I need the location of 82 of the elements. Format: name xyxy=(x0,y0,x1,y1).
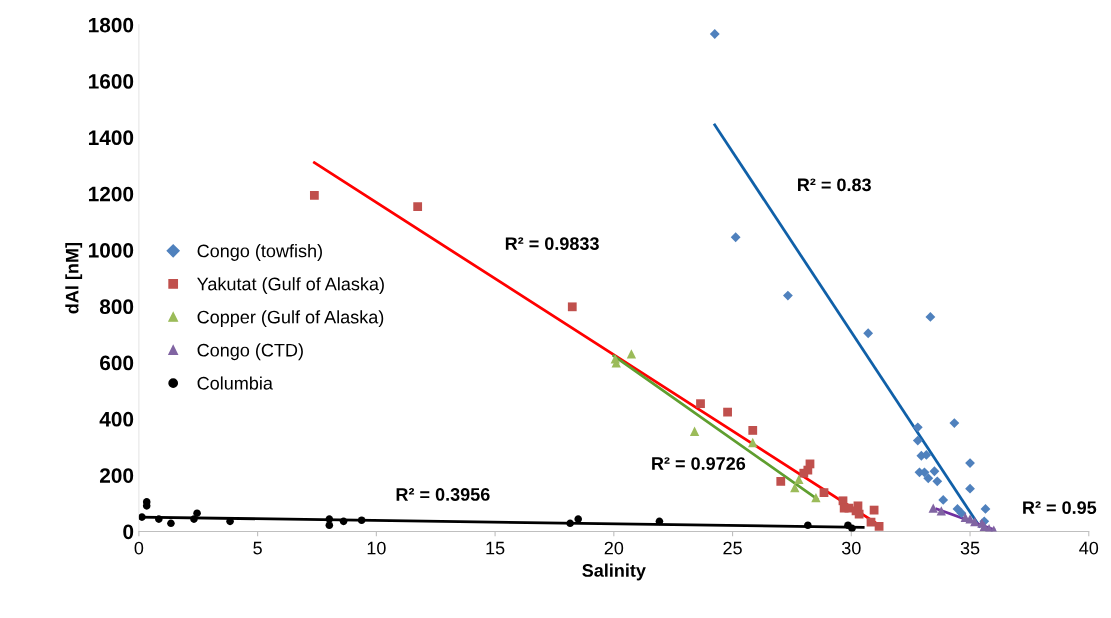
point xyxy=(167,519,175,528)
y-tick-label: 800 xyxy=(99,299,134,315)
point xyxy=(980,504,991,514)
x-tick-label: 40 xyxy=(1079,541,1099,555)
point xyxy=(325,515,334,523)
y-axis-title: dAl [nM] xyxy=(65,243,83,314)
legend-label: Columbia xyxy=(197,376,273,390)
point xyxy=(799,468,809,478)
point xyxy=(413,202,423,211)
point xyxy=(748,426,758,435)
point xyxy=(912,435,923,446)
annotation: R² = 0.95 xyxy=(1023,501,1097,515)
y-tick-label: 1400 xyxy=(88,130,134,146)
x-axis-title: Salinity xyxy=(582,563,646,581)
point xyxy=(339,517,348,526)
point xyxy=(782,290,793,301)
point xyxy=(357,516,366,525)
x-tick-label: 15 xyxy=(486,541,505,555)
x-tick-label: 25 xyxy=(723,541,742,555)
point xyxy=(970,516,980,527)
point xyxy=(655,517,664,526)
point xyxy=(689,426,700,436)
point xyxy=(923,473,934,484)
annotation: R² = 0.9726 xyxy=(652,457,746,470)
point xyxy=(696,399,705,409)
point xyxy=(863,328,874,339)
y-tick-label: 1000 xyxy=(88,242,134,258)
x-tick-label: 30 xyxy=(841,541,861,555)
point xyxy=(965,483,975,494)
y-tick-label: 200 xyxy=(99,468,134,483)
point xyxy=(819,488,829,498)
point xyxy=(804,521,812,530)
x-tick-label: 5 xyxy=(253,541,262,555)
point xyxy=(626,349,637,359)
point xyxy=(574,515,583,523)
x-tick-label: 20 xyxy=(604,541,624,555)
point xyxy=(730,232,741,243)
point xyxy=(193,509,201,517)
y-tick-label: 1600 xyxy=(88,74,134,89)
point xyxy=(794,474,804,485)
point xyxy=(949,418,960,428)
point xyxy=(190,515,198,523)
legend-label: Congo (towfish) xyxy=(197,244,322,261)
point xyxy=(965,458,975,468)
point xyxy=(790,482,800,493)
point xyxy=(325,521,334,530)
y-tick-label: 600 xyxy=(100,355,134,371)
point xyxy=(929,466,940,477)
legend-label: Copper (Gulf of Alaska) xyxy=(197,310,384,328)
point xyxy=(155,515,163,523)
point xyxy=(142,502,151,510)
point xyxy=(925,312,936,322)
point xyxy=(138,513,146,521)
y-tick-label: 1200 xyxy=(88,186,134,202)
point xyxy=(928,503,938,513)
point xyxy=(776,476,786,486)
point xyxy=(938,495,949,505)
y-tick-label: 400 xyxy=(99,411,134,427)
point xyxy=(723,407,732,417)
point xyxy=(811,493,821,503)
point xyxy=(874,522,884,531)
point xyxy=(567,302,577,312)
y-tick-label: 1800 xyxy=(88,17,134,33)
point xyxy=(936,506,946,516)
annotation: R² = 0.3956 xyxy=(396,488,490,501)
annotation: R² = 0.83 xyxy=(798,178,871,192)
annotation: R² = 0.9833 xyxy=(505,237,599,251)
legend-label: Congo (CTD) xyxy=(197,343,303,361)
point xyxy=(912,422,923,433)
x-tick-label: 10 xyxy=(367,541,386,555)
point xyxy=(748,437,758,448)
point xyxy=(848,524,856,532)
point xyxy=(866,517,876,527)
y-tick-label: 0 xyxy=(123,524,134,540)
point xyxy=(709,29,720,39)
point xyxy=(309,190,319,200)
point xyxy=(566,519,574,528)
x-tick-label: 35 xyxy=(960,541,980,555)
point xyxy=(956,508,967,519)
point xyxy=(932,476,943,487)
legend-label: Yakutat (Gulf of Alaska) xyxy=(197,277,384,294)
x-tick-label: 0 xyxy=(134,541,144,555)
